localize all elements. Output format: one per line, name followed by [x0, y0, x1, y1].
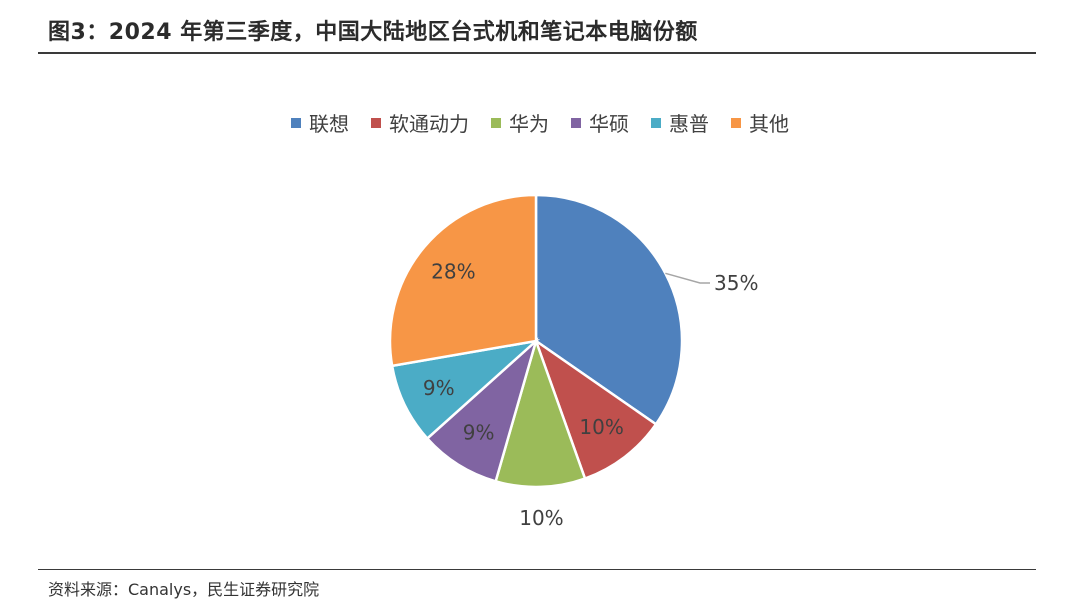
slice-label: 9% [423, 376, 455, 400]
chart-legend: 联想 软通动力 华为 华硕 惠普 其他 [0, 108, 1080, 137]
legend-label: 华硕 [589, 112, 629, 136]
pie-slice [494, 336, 587, 489]
legend-swatch [371, 117, 381, 128]
legend-swatch [491, 117, 501, 128]
legend-item: 其他 [731, 108, 789, 137]
slice-label: 10% [579, 415, 623, 439]
slice-label: 9% [463, 421, 495, 445]
legend-label: 华为 [509, 112, 549, 136]
legend-swatch [291, 117, 301, 128]
legend-label: 惠普 [669, 112, 709, 136]
title-divider [38, 52, 1036, 54]
slice-label: 28% [431, 259, 475, 283]
legend-label: 其他 [749, 112, 789, 136]
slice-label: 10% [519, 506, 563, 530]
source-note: 资料来源：Canalys，民生证券研究院 [48, 580, 320, 599]
legend-item: 华为 [491, 108, 549, 137]
legend-item: 华硕 [571, 108, 629, 137]
legend-item: 惠普 [651, 108, 709, 137]
legend-label: 联想 [309, 112, 349, 136]
legend-swatch [731, 117, 741, 128]
pie-slice [425, 337, 539, 483]
legend-swatch [651, 117, 661, 128]
pie-slice [533, 337, 658, 481]
slice-label: 35% [714, 271, 758, 295]
pie-slice [390, 339, 541, 441]
label-leader-line [665, 272, 710, 284]
legend-item: 软通动力 [371, 108, 469, 137]
page-title: 图3：2024 年第三季度，中国大陆地区台式机和笔记本电脑份额 [48, 20, 698, 45]
legend-label: 软通动力 [389, 112, 469, 136]
legend-item: 联想 [291, 108, 349, 137]
pie-slice [388, 193, 538, 368]
source-divider [38, 569, 1036, 570]
legend-swatch [571, 117, 581, 128]
